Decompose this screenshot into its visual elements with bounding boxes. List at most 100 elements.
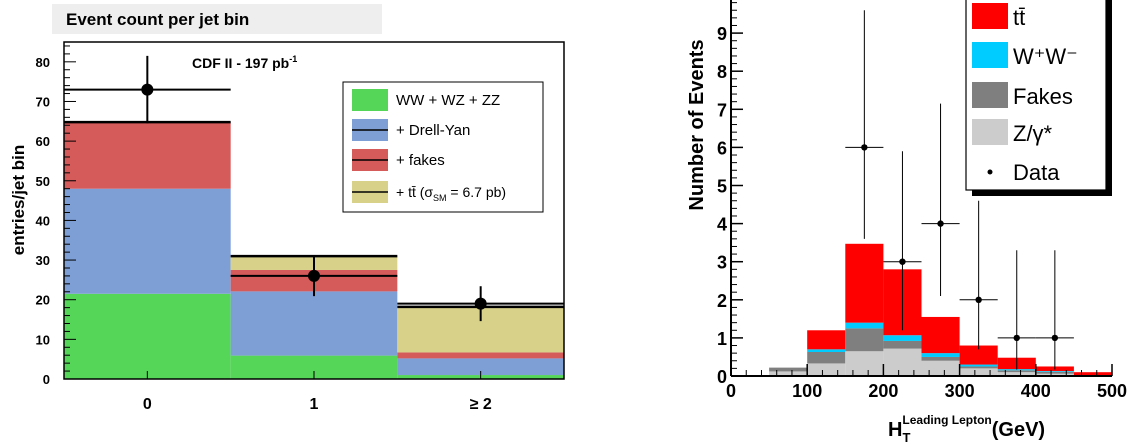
right-bar-1-bin-4 — [883, 348, 922, 376]
right-legend-swatch — [972, 119, 1008, 145]
right-bar-1-bin-3 — [845, 351, 884, 376]
right-bar-2-bin-3 — [845, 328, 884, 352]
right-y-tick-label: 7 — [717, 100, 727, 120]
right-bar-1-bin-6 — [959, 368, 998, 376]
right-legend: tt̄ W⁺W⁻ Fakes Z/γ* Data — [965, 0, 1112, 196]
left-x-tick-label: 0 — [143, 396, 152, 413]
left-legend-label: + fakes — [396, 152, 445, 169]
right-data-point — [861, 144, 868, 151]
right-y-tick-label: 9 — [717, 24, 727, 44]
right-legend-label: W⁺W⁻ — [1013, 44, 1078, 69]
right-y-tick-label: 0 — [717, 367, 727, 387]
left-y-tick-label: 80 — [36, 55, 50, 70]
right-bar-2-bin-2 — [807, 351, 846, 364]
left-chart: Event count per jet bin 0 1 ≥ 2 0 10 20 30 40 50… — [9, 4, 565, 413]
right-legend-swatch — [972, 42, 1008, 68]
right-legend-swatch — [972, 3, 1008, 29]
left-legend-label: + tt̄ (σSM = 6.7 pb) — [396, 184, 506, 203]
left-y-tick-label: 40 — [36, 213, 50, 228]
right-bar-3-bin-8 — [1035, 371, 1074, 372]
right-data-point — [937, 220, 944, 227]
right-x-tick-label: 200 — [868, 381, 898, 401]
right-x-tick-label: 0 — [726, 381, 736, 401]
right-legend-marker — [987, 169, 993, 175]
left-data-point — [474, 297, 487, 310]
left-bar-1-bin-2 — [230, 355, 398, 379]
right-bar-1-bin-1 — [769, 371, 808, 376]
right-axis: 0 100 200 300 400 500 0 1 2 3 4 5 6 7 8 9 — [717, 0, 1127, 401]
left-axis: 0 1 ≥ 2 0 10 20 30 40 50 60 70 80 — [36, 45, 492, 413]
right-y-tick-label: 3 — [717, 253, 727, 273]
left-data-point — [141, 83, 154, 96]
left-x-tick-label: 1 — [310, 396, 319, 413]
right-bar-3-bin-5 — [921, 353, 960, 357]
left-data-point — [308, 269, 320, 282]
right-bar-4-bin-2 — [807, 330, 846, 350]
left-y-tick-label: 60 — [36, 134, 50, 149]
right-bar-3-bin-6 — [959, 364, 998, 367]
right-data-point — [1051, 334, 1059, 342]
left-legend-label: WW + WZ + ZZ — [396, 92, 500, 109]
right-bar-1-bin-8 — [1035, 373, 1074, 376]
left-y-axis-label: entries/jet bin — [9, 145, 28, 256]
left-y-tick-label: 0 — [43, 372, 50, 387]
left-title: Event count per jet bin — [66, 10, 249, 29]
right-data-point — [975, 296, 982, 303]
left-y-tick-label: 10 — [36, 332, 50, 347]
right-legend-label: tt̄ — [1013, 5, 1025, 30]
right-data-point — [899, 258, 906, 265]
right-x-tick-label: 100 — [792, 381, 822, 401]
left-bar-3-bin-3 — [397, 352, 564, 359]
right-bar-2-bin-6 — [959, 366, 998, 369]
right-legend-label: Data — [1013, 160, 1060, 185]
right-x-axis-label-unit: (GeV) — [992, 419, 1045, 441]
right-bar-2-bin-1 — [769, 367, 808, 372]
left-y-tick-label: 30 — [36, 253, 50, 268]
right-y-tick-label: 1 — [717, 329, 727, 349]
left-legend: WW + WZ + ZZ + Drell-Yan + fakes + tt̄ (σSM… — [342, 81, 544, 213]
right-y-tick-label: 8 — [717, 62, 727, 82]
right-bar-3-bin-4 — [883, 335, 922, 341]
right-x-tick-label: 400 — [1021, 381, 1051, 401]
right-legend-label: Fakes — [1013, 84, 1073, 109]
right-legend-swatch — [972, 82, 1008, 108]
right-x-axis-label-sup: Leading Lepton — [902, 413, 991, 427]
left-bar-2-bin-3 — [397, 358, 564, 376]
right-bar-1-bin-2 — [807, 363, 846, 376]
right-x-tick-label: 300 — [945, 381, 975, 401]
left-bar-2-bin-1 — [64, 188, 231, 294]
right-y-axis-label: Number of Events — [686, 39, 708, 210]
left-y-tick-label: 50 — [36, 174, 50, 189]
right-data-point — [1013, 334, 1020, 342]
right-bar-4-bin-5 — [921, 316, 960, 354]
right-chart: 0 100 200 300 400 500 0 1 2 3 4 5 6 7 8 9 Number of Eve… — [686, 0, 1127, 445]
right-bar-3-bin-3 — [845, 322, 884, 329]
left-annotation-sup: -1 — [289, 54, 297, 64]
right-y-tick-label: 2 — [717, 291, 727, 311]
left-y-tick-label: 20 — [36, 293, 50, 308]
left-data-points — [64, 55, 564, 322]
right-y-tick-label: 4 — [717, 215, 727, 235]
right-bar-4-bin-9 — [1073, 372, 1112, 376]
right-y-tick-label: 6 — [717, 138, 727, 158]
right-bar-1-bin-7 — [997, 372, 1036, 376]
right-bar-2-bin-8 — [1035, 371, 1074, 374]
right-data-points — [845, 10, 1074, 370]
left-bar-1-bin-1 — [64, 293, 231, 379]
right-bar-2-bin-7 — [997, 370, 1036, 373]
right-x-tick-label: 500 — [1097, 381, 1127, 401]
left-bar-3-bin-1 — [64, 122, 231, 189]
right-bar-3-bin-7 — [997, 369, 1036, 371]
right-bar-4-bin-3 — [845, 243, 884, 323]
left-y-tick-label: 70 — [36, 94, 50, 109]
right-bar-2-bin-5 — [921, 356, 960, 361]
right-bar-4-bin-6 — [959, 345, 998, 365]
left-legend-label-part: + tt̄ (σ — [396, 184, 433, 200]
left-x-tick-label: ≥ 2 — [470, 396, 492, 413]
left-annotation: CDF II - 197 pb-1 — [192, 54, 297, 71]
right-bar-1-bin-5 — [921, 360, 960, 376]
right-x-axis-label: HTLeading Lepton(GeV) — [888, 413, 1045, 445]
right-legend-label: Z/γ* — [1013, 121, 1053, 146]
left-legend-swatch — [352, 89, 388, 111]
